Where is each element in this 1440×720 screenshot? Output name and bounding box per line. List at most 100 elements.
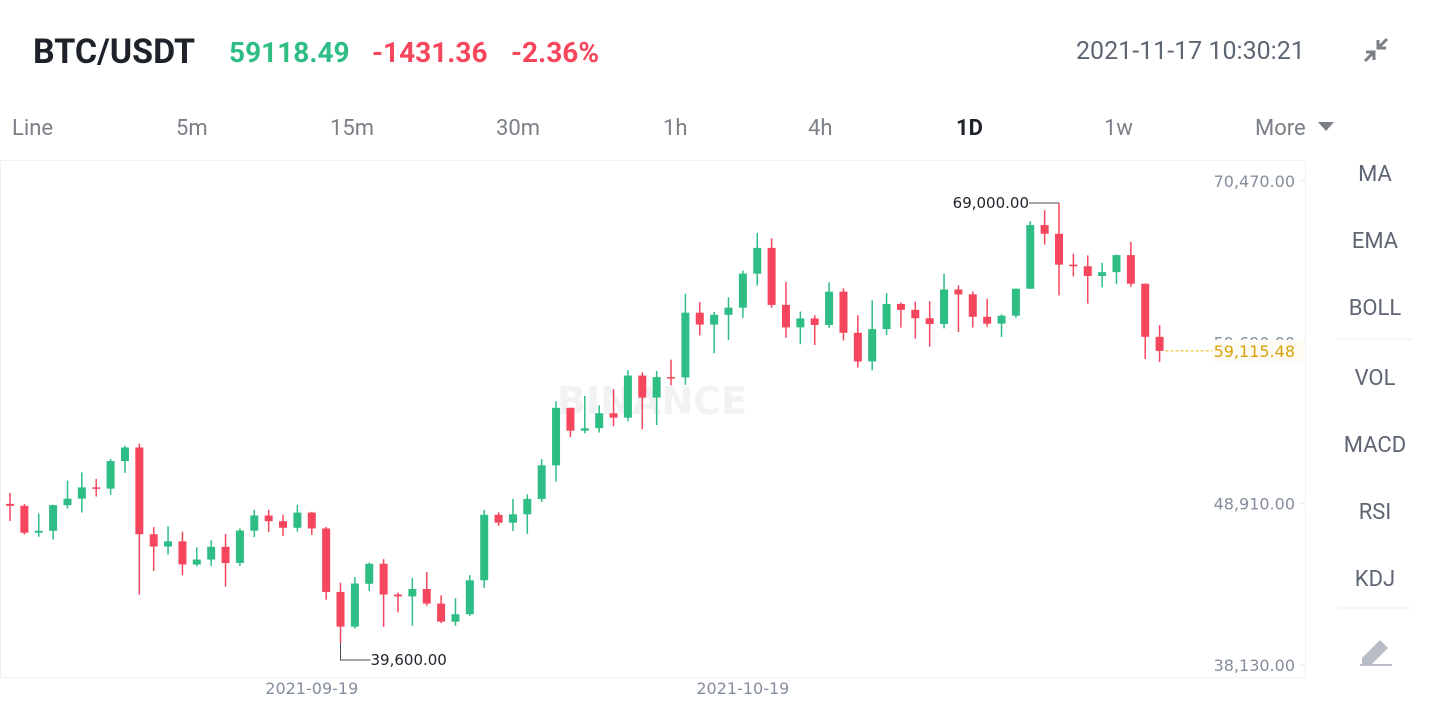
timestamp: 2021-11-17 10:30:21 <box>1076 37 1305 66</box>
interval-tabs: Line 5m 15m 30m 1h 4h 1D 1w More <box>0 112 1440 148</box>
candle-body <box>667 377 676 379</box>
interval-tab[interactable]: 15m <box>330 116 375 141</box>
annotation-label: 39,600.00 <box>371 651 447 669</box>
candle-body <box>77 487 86 499</box>
watermark: BINANCE <box>557 379 747 423</box>
candle-body <box>106 461 115 489</box>
candle-body <box>149 534 158 547</box>
interval-tab[interactable]: 1w <box>1104 116 1133 141</box>
candle-body <box>451 614 460 622</box>
candle-body <box>925 318 934 325</box>
candle-body <box>911 309 920 319</box>
interval-tab[interactable]: 1D <box>956 116 983 141</box>
interval-tab[interactable]: Line <box>12 116 54 141</box>
candle-body <box>566 407 575 431</box>
symbol: BTC/USDT <box>33 32 196 72</box>
candle-body <box>1011 288 1020 316</box>
indicator[interactable]: MA <box>1358 162 1392 187</box>
candle-body <box>508 514 517 523</box>
candle-body <box>49 505 58 531</box>
y-tick-label: 38,130.00 <box>1214 656 1295 675</box>
dropdown-arrow[interactable] <box>1318 122 1334 131</box>
plot-frame <box>0 160 1306 678</box>
candle-body <box>34 530 43 533</box>
candle-body <box>595 413 604 429</box>
candle-body <box>1040 225 1049 234</box>
candle-body <box>480 514 489 581</box>
candle-body <box>494 514 503 523</box>
candle-body <box>523 498 532 515</box>
candle-body <box>896 303 905 310</box>
annotation-line <box>340 642 371 661</box>
candle-body <box>1141 283 1150 337</box>
candle-body <box>1098 272 1107 277</box>
candle-body <box>322 528 331 592</box>
x-tick-label: 2021-09-19 <box>265 679 358 698</box>
interval-tab[interactable]: 5m <box>176 116 208 141</box>
indicator[interactable]: BOLL <box>1348 296 1402 321</box>
interval-tab[interactable]: More <box>1255 116 1306 141</box>
y-tick-label: 70,470.00 <box>1214 172 1295 191</box>
current-price-box <box>1212 339 1304 362</box>
candle-body <box>408 588 417 597</box>
candle-body <box>178 541 187 565</box>
candle-body <box>983 316 992 324</box>
candle-body <box>120 447 129 462</box>
candle-body <box>868 329 877 362</box>
candle-body <box>552 407 561 466</box>
indicator[interactable]: EMA <box>1351 229 1399 254</box>
candle-body <box>609 413 618 418</box>
candle-body <box>20 505 29 533</box>
candle-body <box>207 546 216 560</box>
candle-body <box>307 512 316 529</box>
interval-tab[interactable]: 30m <box>496 116 541 141</box>
candle-body <box>1155 336 1164 351</box>
candle-body <box>235 530 244 563</box>
candle-body <box>379 563 388 595</box>
indicator[interactable]: MACD <box>1343 433 1407 458</box>
candle-body <box>350 583 359 627</box>
candle-body <box>63 498 72 506</box>
collapse-icon[interactable] <box>1362 36 1390 64</box>
candle-body <box>393 594 402 597</box>
candle-body <box>781 304 790 328</box>
candle-body <box>623 375 632 418</box>
candle-body <box>221 546 230 564</box>
candle-body <box>710 314 719 325</box>
candle-body <box>724 307 733 315</box>
candle-body <box>968 294 977 317</box>
candle-body <box>882 303 891 330</box>
candle-body <box>652 377 661 398</box>
candle-body <box>135 447 144 535</box>
candle-body <box>940 289 949 325</box>
interval-tab[interactable]: 4h <box>808 116 833 141</box>
candle-body <box>810 318 819 325</box>
change-percent: -2.36% <box>511 36 600 69</box>
interval-tab[interactable]: 1h <box>663 116 688 141</box>
draw-tool-icon[interactable] <box>1360 640 1392 666</box>
candle-body <box>437 603 446 622</box>
y-tick-label: 48,910.00 <box>1214 495 1295 514</box>
candle-body <box>839 291 848 333</box>
candle-body <box>853 332 862 362</box>
current-price-label: 59,115.48 <box>1214 342 1295 361</box>
candle-body <box>767 247 776 305</box>
candle-body <box>1126 255 1135 284</box>
candle-body <box>537 465 546 499</box>
candle-body <box>753 247 762 274</box>
candle-body <box>365 563 374 584</box>
candle-body <box>1026 225 1035 289</box>
candle-body <box>695 312 704 325</box>
candle-body <box>796 318 805 328</box>
candle-body <box>6 503 14 506</box>
candle-body <box>997 315 1006 324</box>
indicator[interactable]: RSI <box>1358 500 1392 525</box>
indicator[interactable]: VOL <box>1354 366 1396 391</box>
candle-body <box>638 375 647 398</box>
indicator[interactable]: KDJ <box>1354 567 1396 592</box>
candle-body <box>1083 266 1092 277</box>
candle-body <box>580 428 589 431</box>
candle-body <box>825 291 834 325</box>
